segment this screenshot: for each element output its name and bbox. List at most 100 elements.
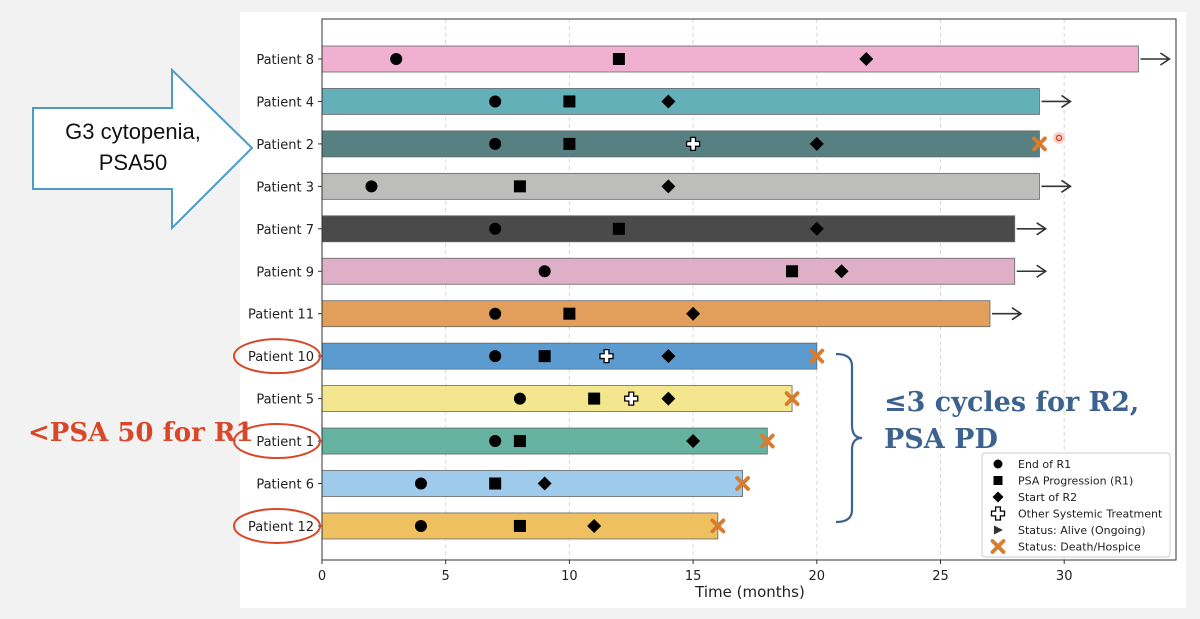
y-tick-label: Patient 10	[248, 350, 314, 365]
start-of-r2-marker	[537, 476, 552, 491]
patient-bar	[321, 130, 1040, 158]
alive-arrow-path	[1016, 264, 1048, 278]
x-tick-label: 30	[1056, 569, 1073, 584]
y-tick-label: Patient 1	[256, 435, 314, 450]
psa-progression-marker	[786, 265, 799, 278]
patient-bar	[321, 45, 1139, 73]
patient-bar	[321, 342, 818, 370]
legend-label: Status: Alive (Ongoing)	[1018, 524, 1146, 537]
psa-progression-marker	[563, 307, 576, 320]
legend-label: Other Systemic Treatment	[1018, 508, 1163, 521]
psa-progression-marker	[588, 392, 601, 405]
death-status-marker	[735, 476, 750, 491]
annotations: G3 cytopenia, PSA50	[32, 67, 1065, 544]
diamond-legend-marker	[992, 491, 1004, 503]
plot-frame	[321, 18, 1177, 561]
legend: End of R1 PSA Progression (R1) Start of R2…	[981, 452, 1171, 558]
end-of-r1-marker	[513, 392, 526, 405]
psa-progression-marker	[563, 95, 576, 108]
death-status-marker	[759, 433, 775, 449]
y-tick-label: Patient 11	[248, 308, 314, 323]
patient-bar	[321, 88, 1040, 115]
start-of-r2-marker	[686, 306, 701, 321]
start-of-r2-marker	[809, 221, 824, 236]
psa-progression-marker	[513, 519, 526, 532]
y-tick-label: Patient 3	[256, 180, 314, 195]
patient-bar	[321, 215, 1016, 243]
y-tick-label: Patient 12	[248, 520, 314, 535]
start-of-r2-marker	[686, 434, 701, 449]
start-of-r2-marker	[834, 264, 849, 279]
psa-progression-marker	[612, 53, 625, 65]
end-of-r1-marker	[489, 350, 502, 363]
legend-label: Status: Death/Hospice	[1018, 541, 1141, 554]
x-tick-label: 15	[685, 569, 702, 584]
right-annotation-line1: ≤3 cycles for R2,	[884, 387, 1140, 418]
circle-legend-marker	[993, 459, 1003, 469]
start-of-r2-marker	[859, 52, 874, 66]
patient-bar	[321, 172, 1040, 200]
legend-box	[981, 452, 1171, 558]
end-of-r1-marker	[414, 477, 427, 490]
psa-progression-marker	[612, 222, 625, 235]
y-tick-label: Patient 9	[256, 265, 314, 280]
end-of-r1-marker	[489, 307, 502, 320]
alive-status-arrow	[1016, 264, 1048, 278]
right-annotation: ≤3 cycles for R2, PSA PD	[884, 384, 1184, 458]
y-tick-label: Patient 6	[256, 478, 314, 493]
markers	[365, 52, 1171, 534]
other-systemic-marker	[599, 349, 614, 364]
psa-progression-marker	[538, 350, 551, 363]
other-systemic-marker	[624, 391, 639, 406]
start-of-r2-marker	[809, 136, 824, 151]
end-of-r1-marker	[538, 265, 551, 278]
start-of-r2-marker	[587, 518, 602, 533]
patient-circle-annotation	[233, 423, 321, 460]
alive-status-arrow	[1041, 179, 1072, 194]
end-of-r1-marker	[414, 519, 427, 532]
other-systemic-marker	[685, 136, 701, 152]
big-arrow-shape	[32, 67, 254, 231]
legend-label: PSA Progression (R1)	[1018, 475, 1133, 488]
plus-legend-marker	[990, 506, 1006, 521]
highlight-dot	[1055, 134, 1063, 142]
triangle-legend-marker	[994, 525, 1003, 535]
highlight-dot-glow	[1053, 131, 1065, 144]
y-tick-label: Patient 4	[256, 95, 314, 110]
patient-bar	[321, 427, 768, 455]
y-tick-label: Patient 8	[256, 53, 314, 68]
start-of-r2-marker	[661, 391, 676, 406]
patient-circle-annotation	[233, 507, 321, 544]
patient-bar	[321, 385, 793, 413]
alive-status-arrow	[1016, 222, 1048, 236]
psa-progression-marker	[513, 180, 526, 193]
patient-circle-annotation	[233, 338, 321, 375]
psa-progression-marker	[489, 477, 502, 490]
right-curly-brace	[835, 352, 863, 524]
alive-status-arrow	[991, 307, 1023, 321]
y-tick-label: Patient 2	[256, 138, 314, 153]
end-of-r1-marker	[390, 53, 403, 65]
alive-arrow-path	[1041, 179, 1072, 194]
right-annotation-line2: PSA PD	[884, 424, 998, 455]
alive-arrow-path	[1041, 94, 1072, 109]
arrow-text-line1: G3 cytopenia,	[65, 119, 201, 144]
death-status-marker	[784, 391, 800, 406]
left-annotation: <PSA 50 for R1	[28, 418, 254, 448]
x-tick-label: 0	[318, 569, 326, 584]
patient-bar	[321, 257, 1016, 285]
x-tick-label: 5	[442, 569, 450, 584]
start-of-r2-marker	[661, 349, 676, 364]
end-of-r1-marker	[365, 180, 378, 193]
x-tick-label: 10	[561, 569, 578, 584]
end-of-r1-marker	[489, 137, 502, 150]
end-of-r1-marker	[489, 95, 502, 108]
alive-arrow-path	[1016, 222, 1048, 236]
psa-progression-marker	[563, 137, 576, 150]
end-of-r1-marker	[489, 435, 502, 448]
arrow-text-line2: PSA50	[99, 150, 168, 175]
legend-label: Start of R2	[1018, 491, 1077, 504]
alive-status-arrow	[1140, 52, 1171, 66]
death-status-marker	[710, 518, 726, 534]
